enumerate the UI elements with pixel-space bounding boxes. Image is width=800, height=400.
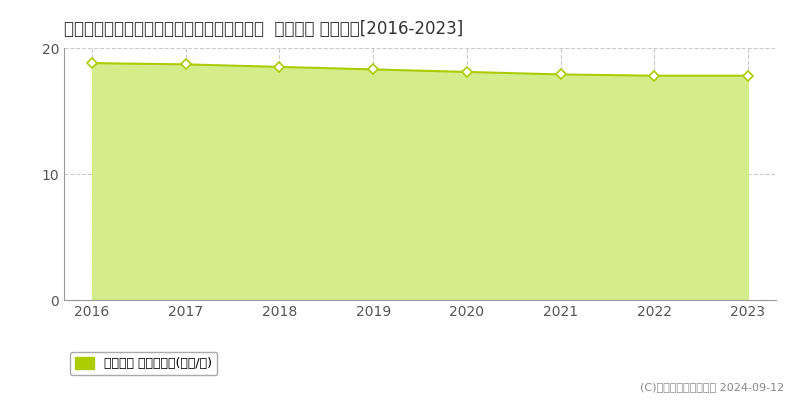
Text: 奈良県桜井市大字三輪元馬場方３９２番１外  地価公示 地価推移[2016-2023]: 奈良県桜井市大字三輪元馬場方３９２番１外 地価公示 地価推移[2016-2023… bbox=[64, 20, 463, 38]
Text: (C)土地価格ドットコム 2024-09-12: (C)土地価格ドットコム 2024-09-12 bbox=[640, 382, 784, 392]
Legend: 地価公示 平均坪単価(万円/坪): 地価公示 平均坪単価(万円/坪) bbox=[70, 352, 217, 375]
